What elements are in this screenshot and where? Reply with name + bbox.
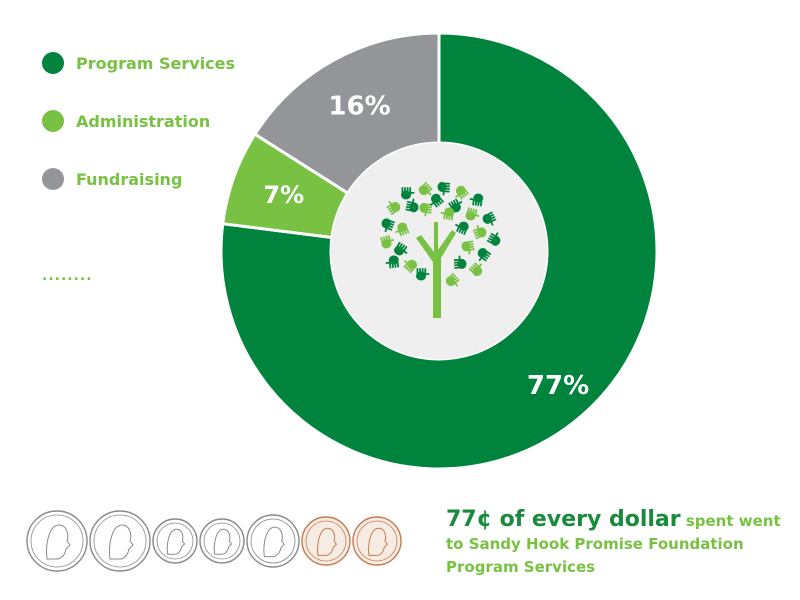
slice-label: 77%: [527, 371, 589, 401]
quarter-coin-icon: [26, 510, 88, 572]
caption-text: spent went to Sandy Hook Promise Foundat…: [446, 512, 781, 576]
hand-leaf-icon: [385, 255, 400, 269]
hand-leaf-icon: [461, 240, 475, 255]
hand-leaf-icon: [472, 224, 487, 239]
penny-coin-icon: [301, 516, 351, 566]
hand-leaf-icon: [440, 207, 455, 221]
legend-swatch-administration: [42, 110, 64, 132]
quarter-coin-icon: [89, 510, 151, 572]
hand-leaf-icon: [415, 267, 430, 281]
slice-label: 7%: [263, 181, 304, 209]
hand-leaf-icon: [430, 193, 444, 208]
hand-leaf-icon: [453, 255, 467, 269]
legend-item-program-services: Program Services: [42, 52, 235, 74]
hand-leaf-icon: [405, 198, 419, 213]
dime-coin-icon: [152, 518, 198, 564]
hand-leaf-icon: [380, 235, 395, 249]
legend-label: Program Services: [76, 53, 236, 73]
legend-item-fundraising: Fundraising: [42, 168, 235, 190]
hand-leaf-icon: [381, 218, 395, 233]
legend-swatch-fundraising: [42, 168, 64, 190]
slice-labels: 77% 7% 16%: [263, 91, 589, 401]
hand-leaf-icon: [403, 259, 418, 274]
dime-coin-icon: [199, 518, 245, 564]
slices: [219, 31, 659, 471]
hand-leaf-icon: [418, 181, 433, 196]
coins-illustration: [26, 510, 402, 572]
hand-leaf-icon: [477, 247, 492, 262]
hand-leaf-icon: [394, 241, 408, 256]
legend-item-administration: Administration: [42, 110, 235, 132]
legend: Program Services Administration Fundrais…: [42, 52, 235, 226]
tree-logo-icon: [380, 181, 501, 318]
legend-label: Administration: [76, 111, 211, 131]
hand-leaf-icon: [401, 187, 415, 200]
hand-leaf-icon: [468, 262, 483, 277]
hand-leaf-icon: [486, 232, 501, 246]
slice-label: 16%: [328, 91, 390, 121]
nickel-coin-icon: [246, 514, 300, 568]
legend-label: Fundraising: [76, 169, 183, 189]
hand-leaf-icon: [455, 185, 469, 200]
caption-amount: 77¢ of every dollar: [446, 507, 681, 532]
caption: 77¢ of every dollar spent went to Sandy …: [446, 508, 786, 579]
hand-leaf-icon: [465, 207, 480, 221]
hand-leaf-icon: [419, 202, 433, 217]
hand-leaf-icon: [469, 193, 484, 207]
hand-leaf-icon: [455, 221, 469, 236]
hand-leaf-icon: [395, 222, 410, 237]
hand-leaf-icon: [482, 211, 497, 226]
legend-swatch-program-services: [42, 52, 64, 74]
hand-leaf-icon: [437, 181, 451, 196]
penny-coin-icon: [352, 516, 402, 566]
legend-more-dots: ........: [42, 268, 93, 284]
hand-leaf-icon: [386, 200, 401, 215]
hand-leaf-icon: [445, 273, 460, 287]
tree-trunk-icon: [416, 222, 456, 318]
